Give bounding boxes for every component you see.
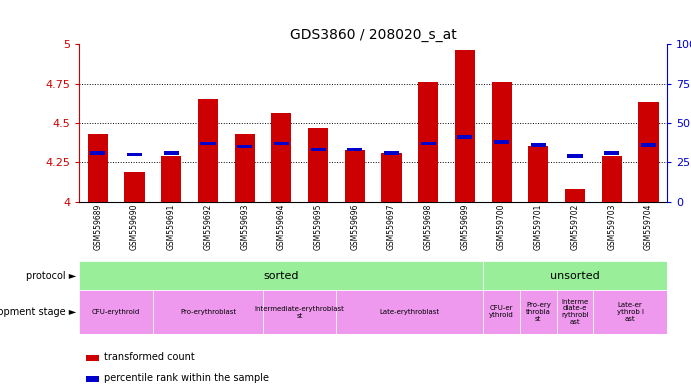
Text: CFU-er
ythroid: CFU-er ythroid xyxy=(489,306,514,318)
Text: GSM559693: GSM559693 xyxy=(240,204,249,250)
Text: Late-erythroblast: Late-erythroblast xyxy=(380,309,440,315)
Bar xyxy=(602,156,622,202)
Bar xyxy=(198,99,218,202)
Bar xyxy=(565,189,585,202)
Bar xyxy=(200,142,216,145)
Bar xyxy=(234,134,255,202)
Bar xyxy=(491,82,512,202)
Bar xyxy=(127,152,142,156)
Title: GDS3860 / 208020_s_at: GDS3860 / 208020_s_at xyxy=(290,28,457,42)
Bar xyxy=(347,148,362,151)
Text: transformed count: transformed count xyxy=(104,352,195,362)
Text: GSM559694: GSM559694 xyxy=(277,204,286,250)
Bar xyxy=(557,290,594,334)
Text: sorted: sorted xyxy=(264,270,299,281)
Bar xyxy=(483,290,520,334)
Bar xyxy=(421,142,436,145)
Bar xyxy=(124,172,144,202)
Bar xyxy=(345,150,365,202)
Bar xyxy=(594,290,667,334)
Bar xyxy=(457,135,473,139)
Bar xyxy=(310,148,325,151)
Text: Intermediate-erythroblast
st: Intermediate-erythroblast st xyxy=(255,306,345,318)
Bar xyxy=(638,103,659,202)
Text: GSM559698: GSM559698 xyxy=(424,204,433,250)
Bar xyxy=(161,156,181,202)
Bar xyxy=(274,142,289,145)
Bar xyxy=(531,143,546,147)
Bar xyxy=(567,154,583,158)
Bar xyxy=(455,50,475,202)
Bar xyxy=(91,151,106,154)
Text: GSM559702: GSM559702 xyxy=(571,204,580,250)
Bar xyxy=(483,261,667,290)
Text: GSM559696: GSM559696 xyxy=(350,204,359,250)
Bar xyxy=(272,113,292,202)
Bar xyxy=(418,82,438,202)
Bar xyxy=(263,290,337,334)
Text: GSM559697: GSM559697 xyxy=(387,204,396,250)
Text: GSM559690: GSM559690 xyxy=(130,204,139,250)
Text: GSM559699: GSM559699 xyxy=(460,204,469,250)
Text: GSM559701: GSM559701 xyxy=(534,204,543,250)
Text: GSM559703: GSM559703 xyxy=(607,204,616,250)
Text: CFU-erythroid: CFU-erythroid xyxy=(92,309,140,315)
Bar xyxy=(494,140,509,144)
Text: GSM559689: GSM559689 xyxy=(93,204,102,250)
Bar xyxy=(153,290,263,334)
Text: unsorted: unsorted xyxy=(550,270,600,281)
Text: development stage ►: development stage ► xyxy=(0,307,76,317)
Text: GSM559692: GSM559692 xyxy=(203,204,212,250)
Bar xyxy=(641,143,656,147)
Bar xyxy=(384,151,399,154)
Text: GSM559691: GSM559691 xyxy=(167,204,176,250)
Text: Interme
diate-e
rythrobl
ast: Interme diate-e rythrobl ast xyxy=(561,298,589,326)
Bar xyxy=(79,261,483,290)
Text: GSM559700: GSM559700 xyxy=(497,204,506,250)
Text: Late-er
ythrob l
ast: Late-er ythrob l ast xyxy=(616,302,643,322)
Bar xyxy=(88,134,108,202)
Bar xyxy=(164,151,179,154)
Bar xyxy=(79,290,153,334)
Bar xyxy=(528,147,549,202)
Bar xyxy=(237,145,252,148)
Bar xyxy=(337,290,483,334)
Text: GSM559695: GSM559695 xyxy=(314,204,323,250)
Text: percentile rank within the sample: percentile rank within the sample xyxy=(104,373,269,383)
Text: GSM559704: GSM559704 xyxy=(644,204,653,250)
Bar xyxy=(604,151,619,154)
Text: protocol ►: protocol ► xyxy=(26,270,76,281)
Text: Pro-ery
throbla
st: Pro-ery throbla st xyxy=(526,302,551,322)
Bar xyxy=(520,290,557,334)
Bar xyxy=(381,153,401,202)
Bar xyxy=(308,127,328,202)
Text: Pro-erythroblast: Pro-erythroblast xyxy=(180,309,236,315)
